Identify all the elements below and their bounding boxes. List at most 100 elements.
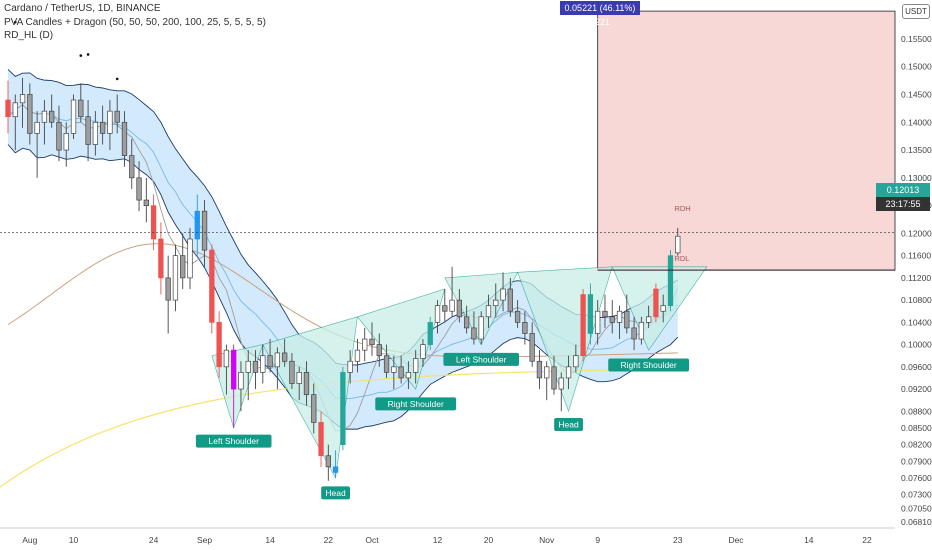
- candle-body: [260, 355, 266, 373]
- x-tick-label: 9: [595, 535, 600, 545]
- candle-body: [536, 360, 543, 379]
- candle-body: [63, 133, 69, 151]
- x-tick-label: 22: [862, 535, 872, 545]
- candle-body: [340, 372, 346, 445]
- candle-body: [19, 94, 26, 104]
- y-tick-label: 0.09600: [901, 362, 932, 372]
- candle-body: [660, 305, 666, 312]
- candle-body: [376, 344, 382, 357]
- y-tick-label: 0.15500: [901, 34, 932, 44]
- currency-badge[interactable]: USDT: [902, 4, 930, 19]
- pattern-label: Head: [325, 488, 346, 498]
- y-tick-label: 0.07900: [901, 456, 932, 466]
- candle-body: [391, 366, 397, 373]
- candle-body: [558, 377, 564, 390]
- x-tick-label: Dec: [728, 535, 744, 545]
- pattern-label: Left Shoulder: [208, 436, 259, 446]
- candle-body: [318, 422, 324, 457]
- candle-body: [158, 238, 164, 279]
- y-tick-label: 0.13000: [901, 173, 932, 183]
- candle-body: [70, 99, 77, 134]
- pattern-label: Left Shoulder: [456, 354, 507, 364]
- last-price-badge: 0.12013: [876, 183, 930, 197]
- candle-body: [216, 322, 222, 368]
- candle-body: [580, 294, 586, 357]
- x-tick-label: 10: [69, 535, 79, 545]
- countdown-badge: 23:17:55: [876, 197, 930, 211]
- x-tick-label: Nov: [539, 535, 555, 545]
- y-tick-label: 0.14000: [901, 117, 932, 127]
- candle-body: [325, 455, 331, 468]
- candle-body: [471, 327, 477, 340]
- candle-body: [493, 299, 499, 307]
- candle-body: [529, 333, 535, 362]
- candle-body: [332, 466, 339, 473]
- candle-body: [107, 110, 113, 134]
- candle-body: [645, 316, 652, 323]
- pattern-label: Head: [558, 419, 579, 429]
- candle-body: [150, 205, 157, 240]
- candle-body: [595, 310, 601, 334]
- candle-body: [99, 121, 106, 134]
- candle-body: [180, 255, 186, 279]
- candle-body: [507, 288, 513, 312]
- candle-body: [667, 255, 674, 307]
- x-tick-label: 12: [433, 535, 443, 545]
- y-tick-label: 0.14500: [901, 89, 932, 99]
- candle-body: [92, 121, 99, 145]
- y-tick-label: 0.12000: [901, 228, 932, 238]
- x-tick-label: 23: [673, 535, 683, 545]
- candle-body: [274, 352, 281, 368]
- candle-body: [354, 349, 361, 362]
- candle-body: [522, 322, 528, 334]
- candle-body: [624, 310, 630, 329]
- x-tick-label: Oct: [365, 535, 379, 545]
- candle-body: [56, 121, 62, 151]
- candle-body: [12, 102, 18, 118]
- pattern-label: Right Shoulder: [388, 399, 444, 409]
- candle-body: [267, 355, 273, 368]
- candle-body: [201, 210, 208, 251]
- x-tick-label: Sep: [197, 535, 212, 545]
- candle-body: [347, 360, 353, 373]
- candle-body: [289, 360, 295, 384]
- signal-dot: [115, 77, 119, 81]
- indicator-pva-label: PVA Candles + Dragon (50, 50, 50, 200, 1…: [4, 17, 266, 28]
- y-tick-label: 0.10000: [901, 340, 932, 350]
- x-tick-label: 14: [265, 535, 275, 545]
- candle-body: [565, 366, 572, 379]
- candle-body: [245, 360, 251, 373]
- pattern-label-box: [321, 486, 350, 500]
- rdh-label: RDH: [674, 204, 690, 213]
- x-tick-label: 20: [484, 535, 494, 545]
- candle-body: [296, 372, 302, 384]
- candle-body: [231, 349, 237, 390]
- candle-body: [121, 121, 128, 156]
- candle-body: [544, 366, 550, 379]
- candle-body: [78, 99, 84, 118]
- candle-body: [638, 322, 645, 340]
- y-tick-label: 0.13500: [901, 145, 932, 155]
- candle-body: [252, 360, 259, 373]
- candle-body: [41, 110, 48, 123]
- y-tick-label: 0.08500: [901, 423, 932, 433]
- indicator-rdhl-label: RD_HL (D): [4, 30, 54, 41]
- candle-body: [143, 199, 149, 206]
- x-tick-label: Aug: [22, 535, 37, 545]
- candle-body: [413, 358, 419, 373]
- candle-body: [303, 372, 310, 395]
- rdl-label: RDL: [674, 254, 689, 263]
- candle-body: [500, 288, 506, 301]
- candle-body: [420, 344, 426, 359]
- y-tick-label: 0.15000: [901, 62, 932, 72]
- candle-body: [194, 210, 200, 240]
- candle-body: [609, 316, 615, 323]
- measure-label: 0.05221 (46.11%) 5221: [560, 1, 640, 27]
- candle-body: [449, 299, 455, 312]
- pattern-label: Right Shoulder: [621, 360, 677, 370]
- candle-body: [551, 366, 557, 390]
- candle-body: [442, 305, 448, 312]
- y-tick-label: 0.10800: [901, 295, 932, 305]
- candle-body: [362, 338, 368, 351]
